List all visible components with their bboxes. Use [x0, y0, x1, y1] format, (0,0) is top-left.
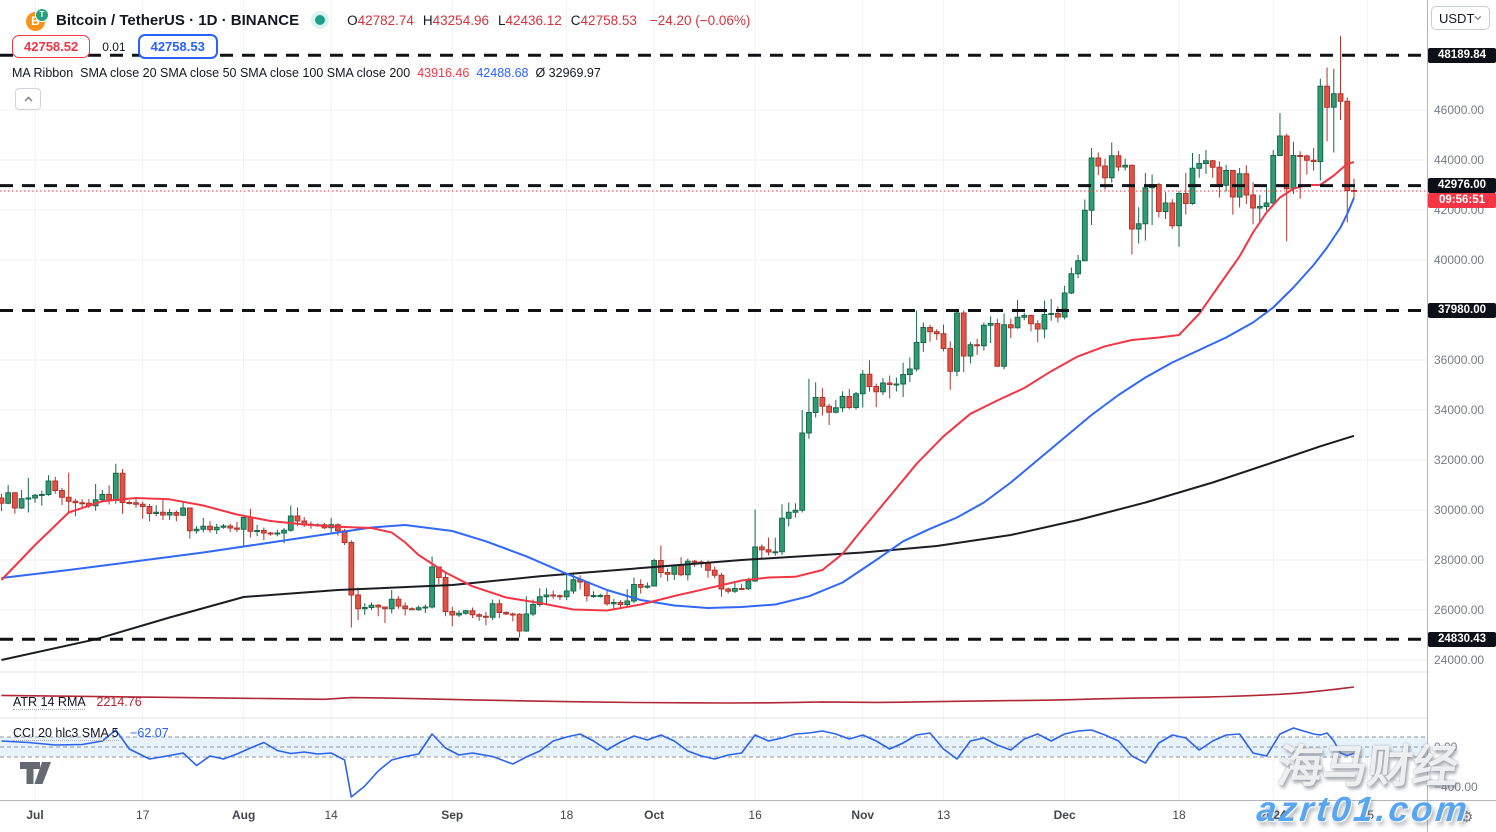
sma200-value: Ø 32969.97 [535, 66, 601, 80]
sell-price-button[interactable]: 42758.52 [12, 35, 91, 58]
price-tick-label: 26000.00 [1434, 603, 1485, 617]
market-status-icon[interactable] [315, 15, 326, 25]
countdown-badge: 09:56:51 [1428, 193, 1496, 209]
sma20-value: 43916.46 [417, 66, 470, 80]
ohlc-values: O42782.74 H43254.96 L42436.12 C42758.53 … [347, 13, 750, 28]
time-tick-label: 14 [324, 808, 338, 822]
atr-pane [1, 686, 1355, 704]
price-level-badge: 48189.84 [1428, 47, 1496, 63]
collapse-legend-button[interactable] [15, 88, 41, 110]
time-tick-label: 2024 [1259, 808, 1287, 822]
bitcoin-tether-pair-logo: B T [26, 7, 49, 32]
sma50-value: 42488.68 [476, 66, 529, 80]
cci-indicator-legend[interactable]: CCI 20 hlc3 SMA 5 −62.07 [13, 726, 169, 741]
symbol-title[interactable]: Bitcoin / TetherUS · 1D · BINANCE [56, 11, 300, 29]
price-level-badge: 42976.00 [1428, 178, 1496, 194]
price-tick-label: 24000.00 [1434, 653, 1485, 667]
atr-line [1, 686, 1355, 704]
time-axis[interactable]: Jul 17 Aug 14 Sep 18 Oct 16 Nov 13 Dec 18 2024 15 [0, 801, 1427, 832]
time-tick-label: Dec [1053, 808, 1076, 822]
candlestick-series [0, 35, 1357, 638]
price-level-badge: 24830.43 [1428, 631, 1496, 647]
change-value: −24.20 (−0.06%) [649, 12, 751, 28]
close-value: 42758.53 [580, 12, 637, 28]
symbol-header: B T Bitcoin / TetherUS · 1D · BINANCE O4… [26, 7, 750, 33]
ma-ribbon-legend[interactable]: MA Ribbon SMA close 20 SMA close 50 SMA … [12, 66, 601, 80]
atr-indicator-legend[interactable]: ATR 14 RMA 2214.76 [13, 695, 142, 710]
ma-ribbon-lines [0, 161, 1355, 661]
buy-price-button[interactable]: 42758.53 [137, 34, 218, 59]
time-tick-label: Nov [851, 808, 875, 822]
sma20-line [0, 161, 1355, 612]
time-tick-label: 17 [136, 808, 150, 822]
time-tick-label: 18 [559, 808, 574, 822]
atr-value: 2214.76 [96, 695, 142, 709]
cci-line [1, 727, 1355, 798]
open-label: O [347, 12, 358, 28]
cci-pane [0, 727, 1427, 798]
price-tick-label: 46000.00 [1434, 103, 1485, 117]
grid-lines [0, 0, 1427, 800]
high-value: 43254.96 [432, 12, 489, 28]
time-tick-label: 18 [1172, 808, 1186, 822]
cci-tick-label: −400.00 [1434, 780, 1478, 794]
low-value: 42436.12 [505, 12, 562, 28]
tether-icon: T [35, 7, 49, 22]
price-tick-label: 40000.00 [1434, 253, 1485, 267]
time-tick-label: Oct [644, 808, 665, 822]
price-tick-label: 30000.00 [1434, 503, 1485, 517]
chevron-down-icon [1474, 15, 1482, 21]
cci-tick-label: 0.00 [1434, 740, 1458, 754]
price-tick-label: 32000.00 [1434, 453, 1485, 467]
tradingview-logo[interactable] [20, 762, 52, 784]
price-tick-label: 44000.00 [1434, 153, 1485, 167]
price-tick-label: 28000.00 [1434, 553, 1485, 567]
chevron-up-icon [24, 96, 32, 102]
open-value: 42782.74 [357, 12, 414, 28]
time-tick-label: 15 [1360, 808, 1375, 822]
time-tick-label: Aug [231, 808, 256, 822]
close-label: C [570, 12, 581, 28]
ma-ribbon-title: MA Ribbon [12, 66, 74, 80]
settings-gear-icon[interactable]: ⚙ [1460, 809, 1474, 826]
horizontal-level-lines [0, 53, 1427, 641]
atr-label: ATR 14 RMA [13, 695, 86, 710]
cci-value: −62.07 [130, 726, 169, 740]
currency-toggle-button[interactable]: USDT [1431, 6, 1490, 30]
cci-label: CCI 20 hlc3 SMA 5 [13, 726, 119, 741]
price-tick-label: 36000.00 [1434, 353, 1485, 367]
price-tick-label: 34000.00 [1434, 403, 1485, 417]
currency-label: USDT [1439, 10, 1475, 26]
price-axis[interactable]: 46000.00 44000.00 42000.00 40000.00 36000.00… [1428, 0, 1496, 800]
spread-value: 0.01 [102, 39, 126, 54]
sma50-line [1, 197, 1355, 609]
time-tick-label: 16 [748, 808, 762, 822]
low-label: L [497, 12, 506, 28]
high-label: H [422, 12, 433, 28]
sma200-line [1, 434, 1355, 661]
trade-panel: 42758.52 0.01 42758.53 [12, 34, 218, 59]
axis-corner [1428, 801, 1496, 832]
time-tick-label: Jul [26, 808, 44, 822]
time-tick-label: Sep [441, 808, 464, 822]
price-level-badge: 37980.00 [1428, 303, 1496, 318]
time-tick-label: 13 [936, 808, 951, 822]
ma-ribbon-params: SMA close 20 SMA close 50 SMA close 100 … [80, 66, 411, 80]
